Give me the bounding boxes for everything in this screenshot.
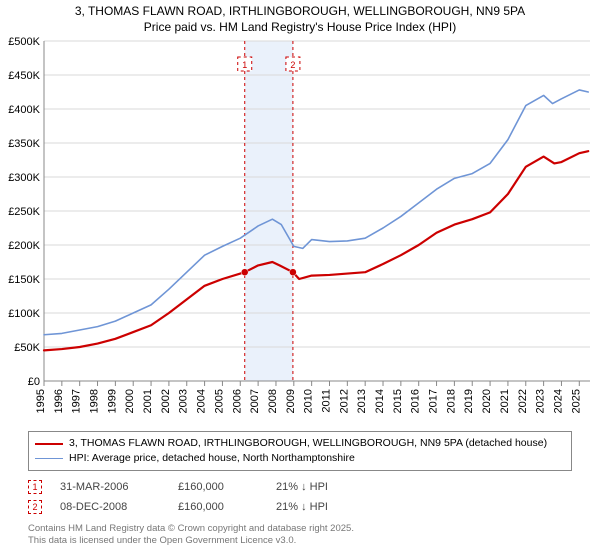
svg-text:2023: 2023 [535,389,547,413]
sale-marker: 2 [28,500,42,514]
svg-text:2006: 2006 [231,389,243,413]
svg-text:2025: 2025 [570,389,582,413]
footer-note: Contains HM Land Registry data © Crown c… [28,523,572,548]
title-line1: 3, THOMAS FLAWN ROAD, IRTHLINGBOROUGH, W… [8,4,592,20]
svg-text:£400K: £400K [8,104,40,116]
sale-price: £160,000 [178,501,258,513]
legend-swatch [35,443,63,445]
svg-text:£500K: £500K [8,37,40,48]
sale-row: 2 08-DEC-2008 £160,000 21% ↓ HPI [28,497,572,517]
svg-text:£200K: £200K [8,240,40,252]
svg-text:£100K: £100K [8,308,40,320]
svg-text:2002: 2002 [160,389,172,413]
svg-text:2010: 2010 [303,389,315,413]
sale-diff: 21% ↓ HPI [276,501,328,513]
svg-text:2013: 2013 [356,389,368,413]
svg-text:1999: 1999 [106,389,118,413]
svg-text:£250K: £250K [8,206,40,218]
svg-text:2004: 2004 [196,389,208,413]
svg-text:2015: 2015 [392,389,404,413]
svg-text:2011: 2011 [320,389,332,413]
svg-text:£300K: £300K [8,172,40,184]
svg-text:2022: 2022 [517,389,529,413]
sale-row: 1 31-MAR-2006 £160,000 21% ↓ HPI [28,477,572,497]
legend-item: 3, THOMAS FLAWN ROAD, IRTHLINGBOROUGH, W… [35,436,565,451]
legend-swatch [35,458,63,459]
sale-diff: 21% ↓ HPI [276,481,328,493]
svg-text:2018: 2018 [445,389,457,413]
svg-text:2007: 2007 [249,389,261,413]
svg-text:£450K: £450K [8,70,40,82]
svg-text:1997: 1997 [71,389,83,413]
svg-text:2012: 2012 [338,389,350,413]
legend: 3, THOMAS FLAWN ROAD, IRTHLINGBOROUGH, W… [28,431,572,470]
svg-text:2016: 2016 [410,389,422,413]
sale-date: 08-DEC-2008 [60,501,160,513]
legend-item: HPI: Average price, detached house, Nort… [35,451,565,466]
svg-text:2000: 2000 [124,389,136,413]
chart-area: £0 £50K £100K £150K £200K £250K £300K £350K £400… [0,37,600,427]
svg-text:£350K: £350K [8,138,40,150]
svg-text:1995: 1995 [35,389,47,413]
svg-text:2019: 2019 [463,389,475,413]
sale-marker: 1 [28,480,42,494]
svg-text:2017: 2017 [428,389,440,413]
svg-text:2021: 2021 [499,389,511,413]
svg-text:1998: 1998 [89,389,101,413]
legend-label: HPI: Average price, detached house, Nort… [69,451,355,466]
title-line2: Price paid vs. HM Land Registry's House … [8,20,592,36]
line-chart-svg: £0 £50K £100K £150K £200K £250K £300K £350K £400… [0,37,600,427]
svg-text:2003: 2003 [178,389,190,413]
svg-text:£150K: £150K [8,274,40,286]
svg-text:2: 2 [290,60,295,70]
svg-text:2005: 2005 [213,389,225,413]
chart-container: 3, THOMAS FLAWN ROAD, IRTHLINGBOROUGH, W… [0,0,600,560]
sale-list: 1 31-MAR-2006 £160,000 21% ↓ HPI 2 08-DEC-200… [28,477,572,517]
svg-text:£50K: £50K [14,342,40,354]
svg-text:2024: 2024 [552,389,564,413]
footer-line2: This data is licensed under the Open Gov… [28,535,572,547]
svg-text:2014: 2014 [374,389,386,413]
svg-text:2020: 2020 [481,389,493,413]
svg-text:1996: 1996 [53,389,65,413]
sale-date: 31-MAR-2006 [60,481,160,493]
sale-price: £160,000 [178,481,258,493]
svg-text:£0: £0 [28,376,40,388]
chart-title: 3, THOMAS FLAWN ROAD, IRTHLINGBOROUGH, W… [0,0,600,37]
svg-text:1: 1 [242,60,247,70]
legend-label: 3, THOMAS FLAWN ROAD, IRTHLINGBOROUGH, W… [69,436,547,451]
footer-line1: Contains HM Land Registry data © Crown c… [28,523,572,535]
svg-text:2001: 2001 [142,389,154,413]
svg-text:2009: 2009 [285,389,297,413]
svg-text:2008: 2008 [267,389,279,413]
